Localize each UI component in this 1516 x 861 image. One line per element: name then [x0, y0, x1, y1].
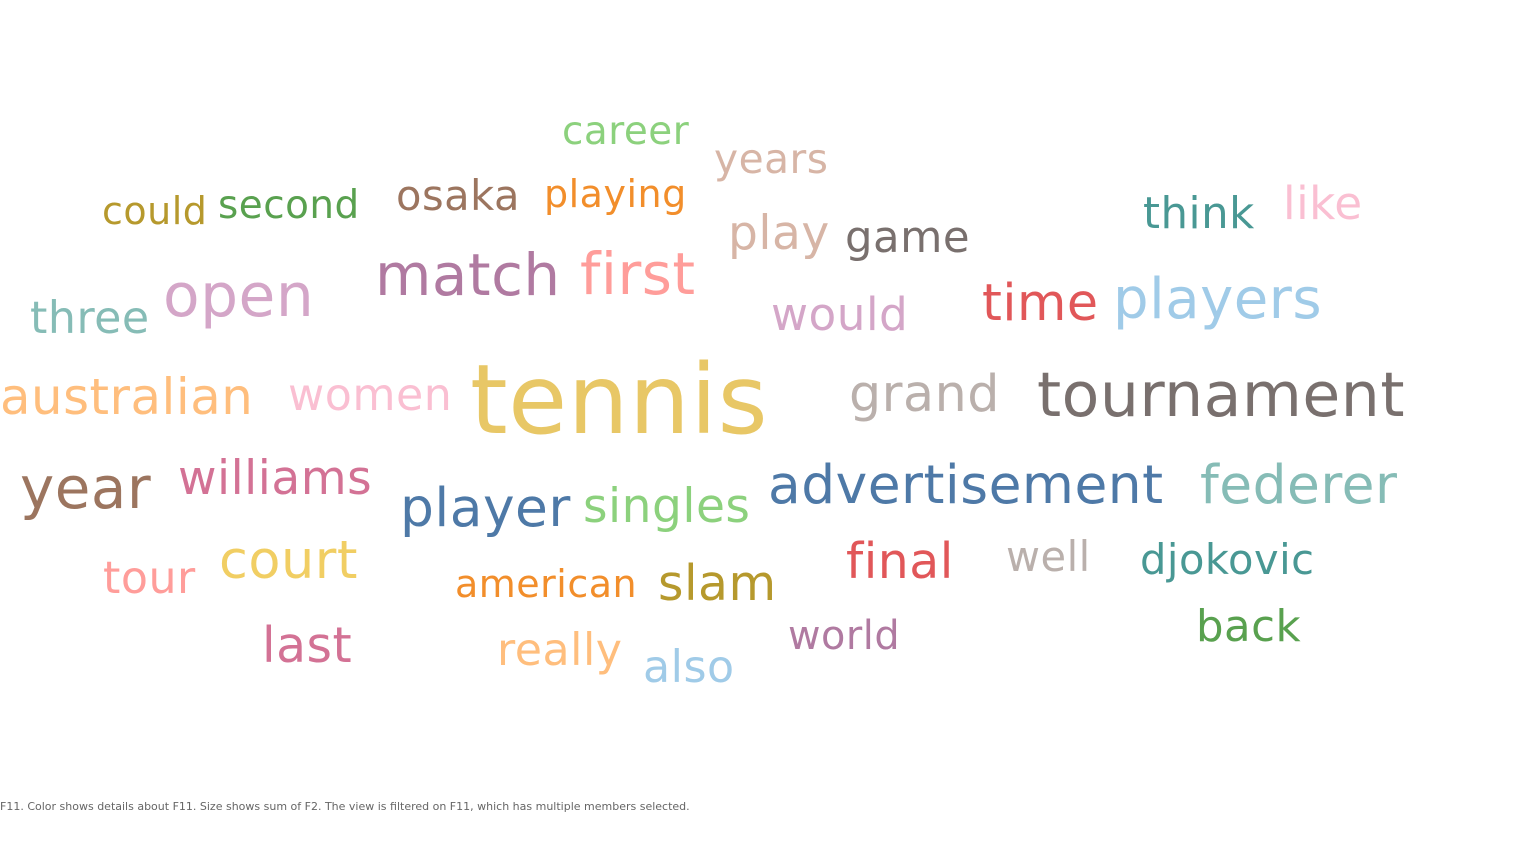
word-year: year — [20, 454, 152, 522]
word-match: match — [375, 241, 561, 309]
word-play: play — [728, 206, 830, 261]
word-second: second — [218, 183, 360, 228]
word-court: court — [219, 530, 358, 591]
word-osaka: osaka — [396, 171, 520, 220]
word-also: also — [643, 642, 735, 693]
word-world: world — [788, 613, 901, 659]
word-first: first — [580, 240, 696, 308]
word-federer: federer — [1200, 453, 1398, 516]
word-back: back — [1196, 602, 1302, 652]
chart-caption: F11. Color shows details about F11. Size… — [0, 800, 690, 813]
word-career: career — [562, 109, 690, 154]
word-game: game — [845, 213, 971, 263]
word-player: player — [400, 476, 571, 539]
word-tour: tour — [103, 553, 196, 604]
word-tournament: tournament — [1037, 359, 1405, 431]
word-really: really — [497, 625, 623, 676]
word-singles: singles — [583, 479, 751, 534]
word-advertisement: advertisement — [768, 453, 1164, 516]
word-players: players — [1113, 267, 1323, 332]
word-would: would — [771, 288, 909, 341]
word-women: women — [288, 370, 453, 421]
word-djokovic: djokovic — [1140, 535, 1315, 584]
word-australian: australian — [0, 368, 254, 426]
word-slam: slam — [658, 555, 777, 612]
word-like: like — [1283, 177, 1363, 230]
word-think: think — [1143, 189, 1255, 239]
word-grand: grand — [849, 364, 1000, 423]
word-cloud: tennis tournament open match year first player… — [0, 109, 1405, 693]
word-well: well — [1006, 532, 1091, 581]
word-playing: playing — [544, 172, 687, 216]
word-final: final — [846, 533, 954, 590]
word-years: years — [714, 135, 829, 183]
word-american: american — [455, 562, 638, 606]
word-williams: williams — [178, 451, 373, 506]
word-tennis: tennis — [470, 344, 769, 456]
word-three: three — [30, 293, 150, 344]
word-open: open — [163, 261, 315, 331]
word-could: could — [102, 189, 208, 233]
word-last: last — [262, 617, 353, 674]
word-time: time — [982, 273, 1099, 332]
